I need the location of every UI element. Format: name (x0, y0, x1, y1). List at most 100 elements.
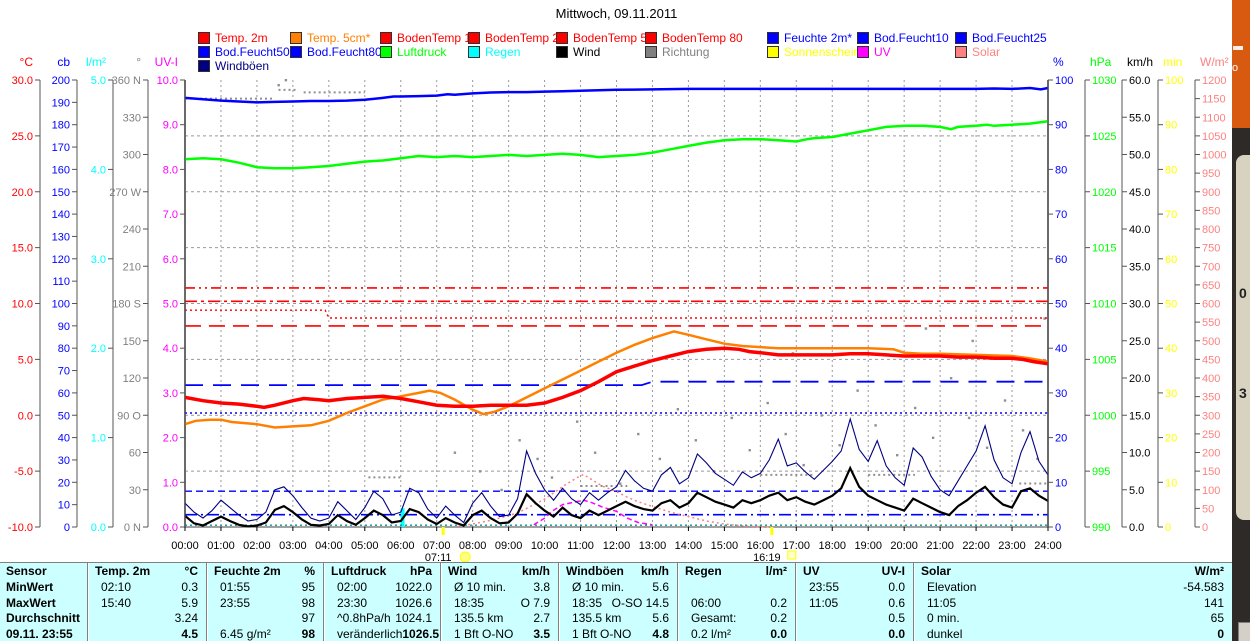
cell-text: 02:00 (337, 579, 368, 594)
resize-grip[interactable] (1238, 622, 1250, 641)
axis-tick-label: 40 (1165, 343, 1177, 355)
legend-item-bodentemp-10[interactable]: BodenTemp 10 (380, 31, 478, 45)
axis-tick-label: 30.0 (1129, 299, 1150, 311)
legend-item-bodentemp-50[interactable]: BodenTemp 50 (556, 31, 654, 45)
axis-tick-label: 5.0 (18, 354, 33, 366)
table-divider (206, 563, 208, 641)
cell-text (803, 610, 809, 626)
cell-value: W/m² (1194, 564, 1224, 578)
legend-label: Temp. 5cm* (307, 31, 371, 45)
legend-item-richtung[interactable]: Richtung (645, 45, 709, 59)
legend-label: Bod.Feucht50 (215, 45, 290, 59)
axis-tick-label: 1010 (1092, 299, 1116, 311)
legend-item-bod-feucht10[interactable]: Bod.Feucht10 (857, 31, 949, 45)
axis-tick-label: 60 (1165, 254, 1177, 266)
series-windböen (184, 417, 1049, 524)
axis-tick-label: 60 (129, 448, 141, 460)
legend-label: Temp. 2m (215, 31, 268, 45)
legend-item-uv[interactable]: UV (857, 45, 891, 59)
series-richtung-dot (284, 79, 288, 82)
axis-tick-label: 10 (1165, 477, 1177, 489)
axis-tick-label: 210 (123, 261, 141, 273)
table-cell-solar: 0 min. 65 (921, 610, 1224, 626)
table-cell-regen: 06:00 0.2 (685, 595, 787, 611)
legend-item-windböen[interactable]: Windböen (198, 59, 269, 73)
axis-tick-label: 20.0 (1129, 373, 1150, 385)
cell-text: veränderlich (337, 627, 403, 641)
cell-text: 18:35 (572, 595, 603, 610)
axis-tick-label: 100 (1055, 75, 1073, 87)
cell-text: Feuchte 2m (214, 564, 281, 578)
x-tick-label: 15:00 (711, 540, 739, 552)
axis-tick-label: 0 (1202, 522, 1208, 534)
legend-item-solar[interactable]: Solar (955, 45, 1000, 59)
chart-title: Mittwoch, 09.11.2011 (555, 6, 678, 21)
legend-item-feuchte-2m[interactable]: Feuchte 2m* (767, 31, 852, 45)
legend-item-temp-2m[interactable]: Temp. 2m (198, 31, 268, 45)
axis-tick-label: 30 (58, 455, 70, 467)
cell-text: ^0.8hPa/h (337, 611, 391, 626)
cell-value: 0.3 (181, 579, 198, 594)
axis-tick-label: 50 (1165, 299, 1177, 311)
legend-item-regen[interactable]: Regen (468, 45, 520, 59)
cell-text: Regen (685, 564, 722, 578)
x-tick-label: 06:00 (387, 540, 415, 552)
legend-item-bodentemp-80[interactable]: BodenTemp 80 (645, 31, 743, 45)
axis-tick-label: 10.0 (12, 299, 33, 311)
axis-tick-label: 5.0 (163, 299, 178, 311)
table-divider (558, 563, 560, 641)
axis-tick-label: 90 (1055, 120, 1067, 132)
cell-text (803, 626, 809, 641)
axis-tick-label: 1150 (1202, 94, 1226, 106)
axis-tick-label: 170 (52, 142, 70, 154)
cell-value: 4.8 (652, 627, 669, 641)
axis-tick-label: 110 (52, 276, 70, 288)
axis-tick-label: 3.0 (91, 254, 106, 266)
cell-value: km/h (521, 564, 550, 578)
table-cell-feuchte-2m: 01:55 95 (214, 579, 315, 595)
axis-tick-label: 2.0 (91, 343, 106, 355)
table-cell-luftdruck: 23:30 1026.6 (331, 595, 432, 611)
series-feuchte-2m (184, 86, 1049, 104)
legend-item-wind[interactable]: Wind (556, 45, 600, 59)
legend-item-bod-feucht25[interactable]: Bod.Feucht25 (955, 31, 1047, 45)
legend-swatch (380, 32, 392, 44)
series-richtung-dot (971, 339, 974, 343)
axis-tick-label: 200 (52, 75, 70, 87)
cell-text: Ø 10 min. (572, 579, 625, 594)
table-row: Durchschnitt 3.24 97 ^0.8hPa/h 1024.1 135.5 k… (0, 610, 1232, 626)
cell-text: Wind (448, 564, 478, 578)
axis-tick-label: 360 N (112, 75, 141, 87)
legend-label: Sonnenschein (784, 45, 861, 59)
background-widget-digit: 0 (1239, 285, 1247, 301)
legend-item-luftdruck[interactable]: Luftdruck (380, 45, 446, 59)
legend-item-bod-feucht80[interactable]: Bod.Feucht80 (290, 45, 382, 59)
legend-item-bod-feucht50[interactable]: Bod.Feucht50 (198, 45, 290, 59)
legend-swatch (767, 46, 779, 58)
axis-tick-label: 900 (1202, 187, 1220, 199)
table-cell-windböen: Ø 10 min. 5.6 (566, 579, 669, 595)
table-cell-feuchte-2m: Feuchte 2m% (214, 563, 315, 579)
series-richtung-dot (784, 432, 787, 436)
legend-item-temp-5cm[interactable]: Temp. 5cm* (290, 31, 370, 45)
series-richtung-dot (985, 446, 989, 449)
cell-text (214, 610, 220, 626)
axis-tick-label: 270 W (109, 187, 141, 199)
legend-item-bodentemp-25[interactable]: BodenTemp 25 (468, 31, 566, 45)
axis-tick-label: 20 (1055, 433, 1067, 445)
table-cell-temp-2m: 3.24 (95, 610, 198, 626)
series-richtung-dot (748, 449, 751, 452)
cell-value: hPa (409, 564, 432, 578)
legend-swatch (468, 46, 480, 58)
axis-tick-label: 10.0 (157, 75, 178, 87)
series-bodentemp-25 (185, 309, 1048, 319)
legend-label: UV (874, 45, 891, 59)
axis-tick-label: 70 (1165, 209, 1177, 221)
series-richtung-dot (856, 389, 859, 392)
cell-text: Luftdruck (331, 564, 387, 578)
legend-item-sonnenschein[interactable]: Sonnenschein (767, 45, 860, 59)
axis-tick-label: 850 (1202, 205, 1220, 217)
legend-label: Bod.Feucht10 (874, 31, 949, 45)
table-cell-solar: Solar W/m² (921, 563, 1224, 579)
